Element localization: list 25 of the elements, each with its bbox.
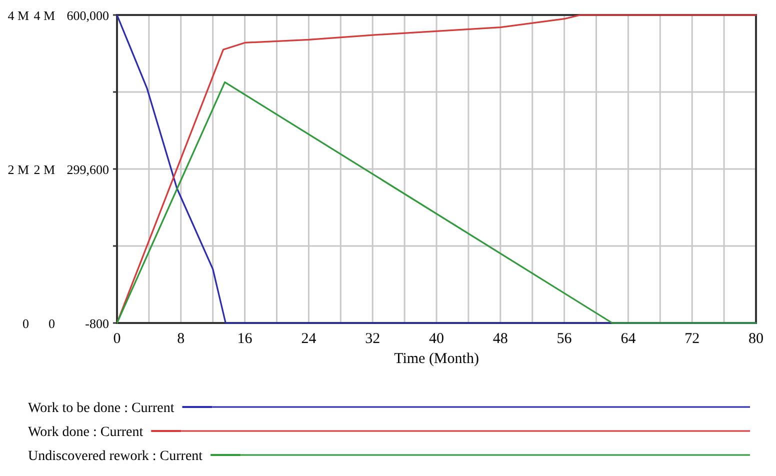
y-tick-label: 2 M [8, 162, 30, 177]
y2-tick-label: 0 [48, 316, 55, 331]
x-tick-label: 32 [365, 331, 380, 347]
y2-tick-label: 2 M [34, 162, 56, 177]
x-tick-label: 40 [429, 331, 444, 347]
x-tick-label: 80 [748, 331, 764, 347]
y3-tick-label: 600,000 [66, 8, 109, 23]
x-tick-label: 64 [620, 331, 636, 347]
x-tick-label: 24 [301, 331, 317, 347]
x-tick-label: 72 [684, 331, 700, 347]
x-tick-label: 16 [237, 331, 253, 347]
y2-tick-label: 4 M [34, 8, 56, 23]
legend-label: Work done : Current [28, 425, 144, 440]
y-tick-label: 0 [22, 316, 29, 331]
legend-label: Work to be done : Current [28, 401, 174, 416]
x-axis-title: Time (Month) [394, 351, 479, 367]
x-tick-label: 8 [177, 331, 185, 347]
x-tick-label: 48 [492, 331, 508, 347]
y3-tick-label: -800 [85, 316, 109, 331]
line-series [116, 14, 757, 324]
y-tick-label: 4 M [8, 8, 30, 23]
legend-label: Undiscovered rework : Current [28, 449, 203, 464]
y3-tick-label: 299,600 [66, 162, 109, 177]
x-tick-label: 56 [556, 331, 572, 347]
x-tick-label: 0 [113, 331, 121, 347]
